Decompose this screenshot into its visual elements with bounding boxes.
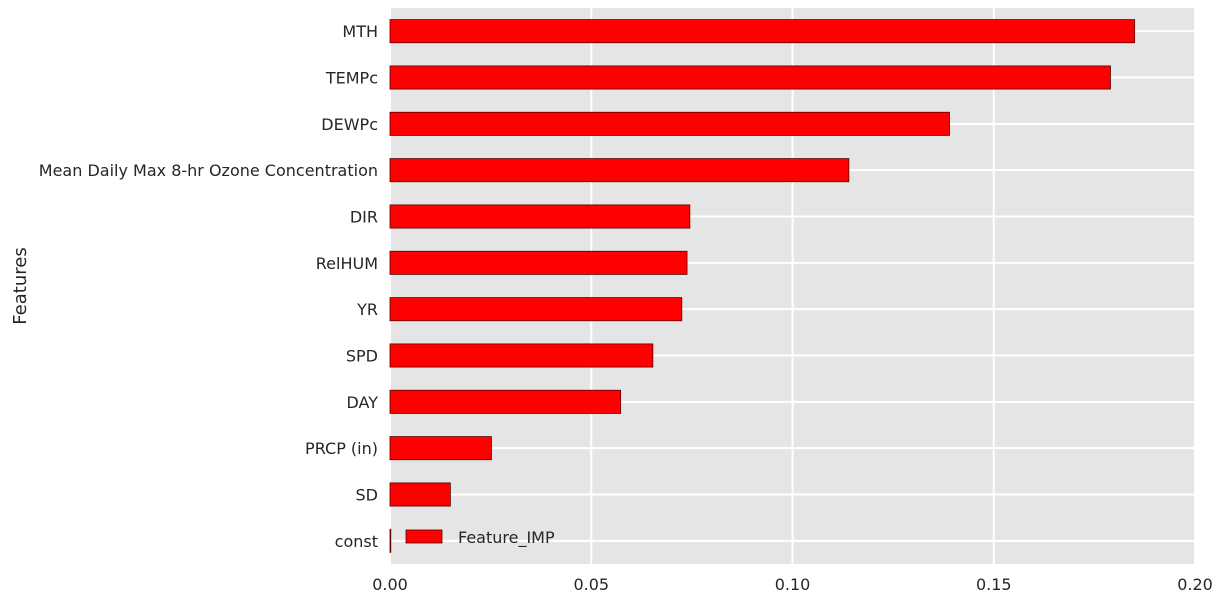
x-tick-label: 0.10 xyxy=(775,575,811,594)
bar xyxy=(389,111,950,136)
bar xyxy=(389,528,392,553)
bar xyxy=(389,65,1111,90)
x-tick-label: 0.15 xyxy=(976,575,1012,594)
bar xyxy=(389,436,492,461)
y-tick-label: DEWPc xyxy=(321,115,378,134)
y-tick-labels: MTH TEMPc DEWPc Mean Daily Max 8-hr Ozone C… xyxy=(39,22,378,551)
y-tick-label: Mean Daily Max 8-hr Ozone Concentration xyxy=(39,161,378,180)
bars xyxy=(389,19,1136,553)
bar xyxy=(389,389,622,414)
y-tick-label: YR xyxy=(356,300,378,319)
bar xyxy=(389,250,688,275)
y-tick-label: TEMPc xyxy=(325,69,378,88)
y-tick-label: DAY xyxy=(346,393,378,412)
legend: Feature_IMP xyxy=(405,528,555,548)
bar xyxy=(389,343,654,368)
y-tick-label: MTH xyxy=(342,22,378,41)
bar xyxy=(389,158,850,183)
x-tick-label: 0.00 xyxy=(372,575,408,594)
x-tick-label: 0.05 xyxy=(573,575,609,594)
x-tick-label: 0.20 xyxy=(1177,575,1213,594)
bar xyxy=(389,297,683,322)
y-tick-label: SPD xyxy=(346,347,378,366)
y-tick-label: PRCP (in) xyxy=(305,439,378,458)
x-tick-labels: 0.00 0.05 0.10 0.15 0.20 xyxy=(372,575,1213,594)
bar xyxy=(389,204,691,229)
y-tick-label: SD xyxy=(356,486,378,505)
y-tick-label: RelHUM xyxy=(316,254,378,273)
legend-swatch xyxy=(405,529,443,544)
bar xyxy=(389,19,1136,44)
y-tick-label: const xyxy=(335,532,378,551)
bar xyxy=(389,482,451,507)
y-axis-label: Features xyxy=(10,247,31,324)
legend-label: Feature_IMP xyxy=(458,528,555,548)
y-tick-label: DIR xyxy=(350,208,378,227)
